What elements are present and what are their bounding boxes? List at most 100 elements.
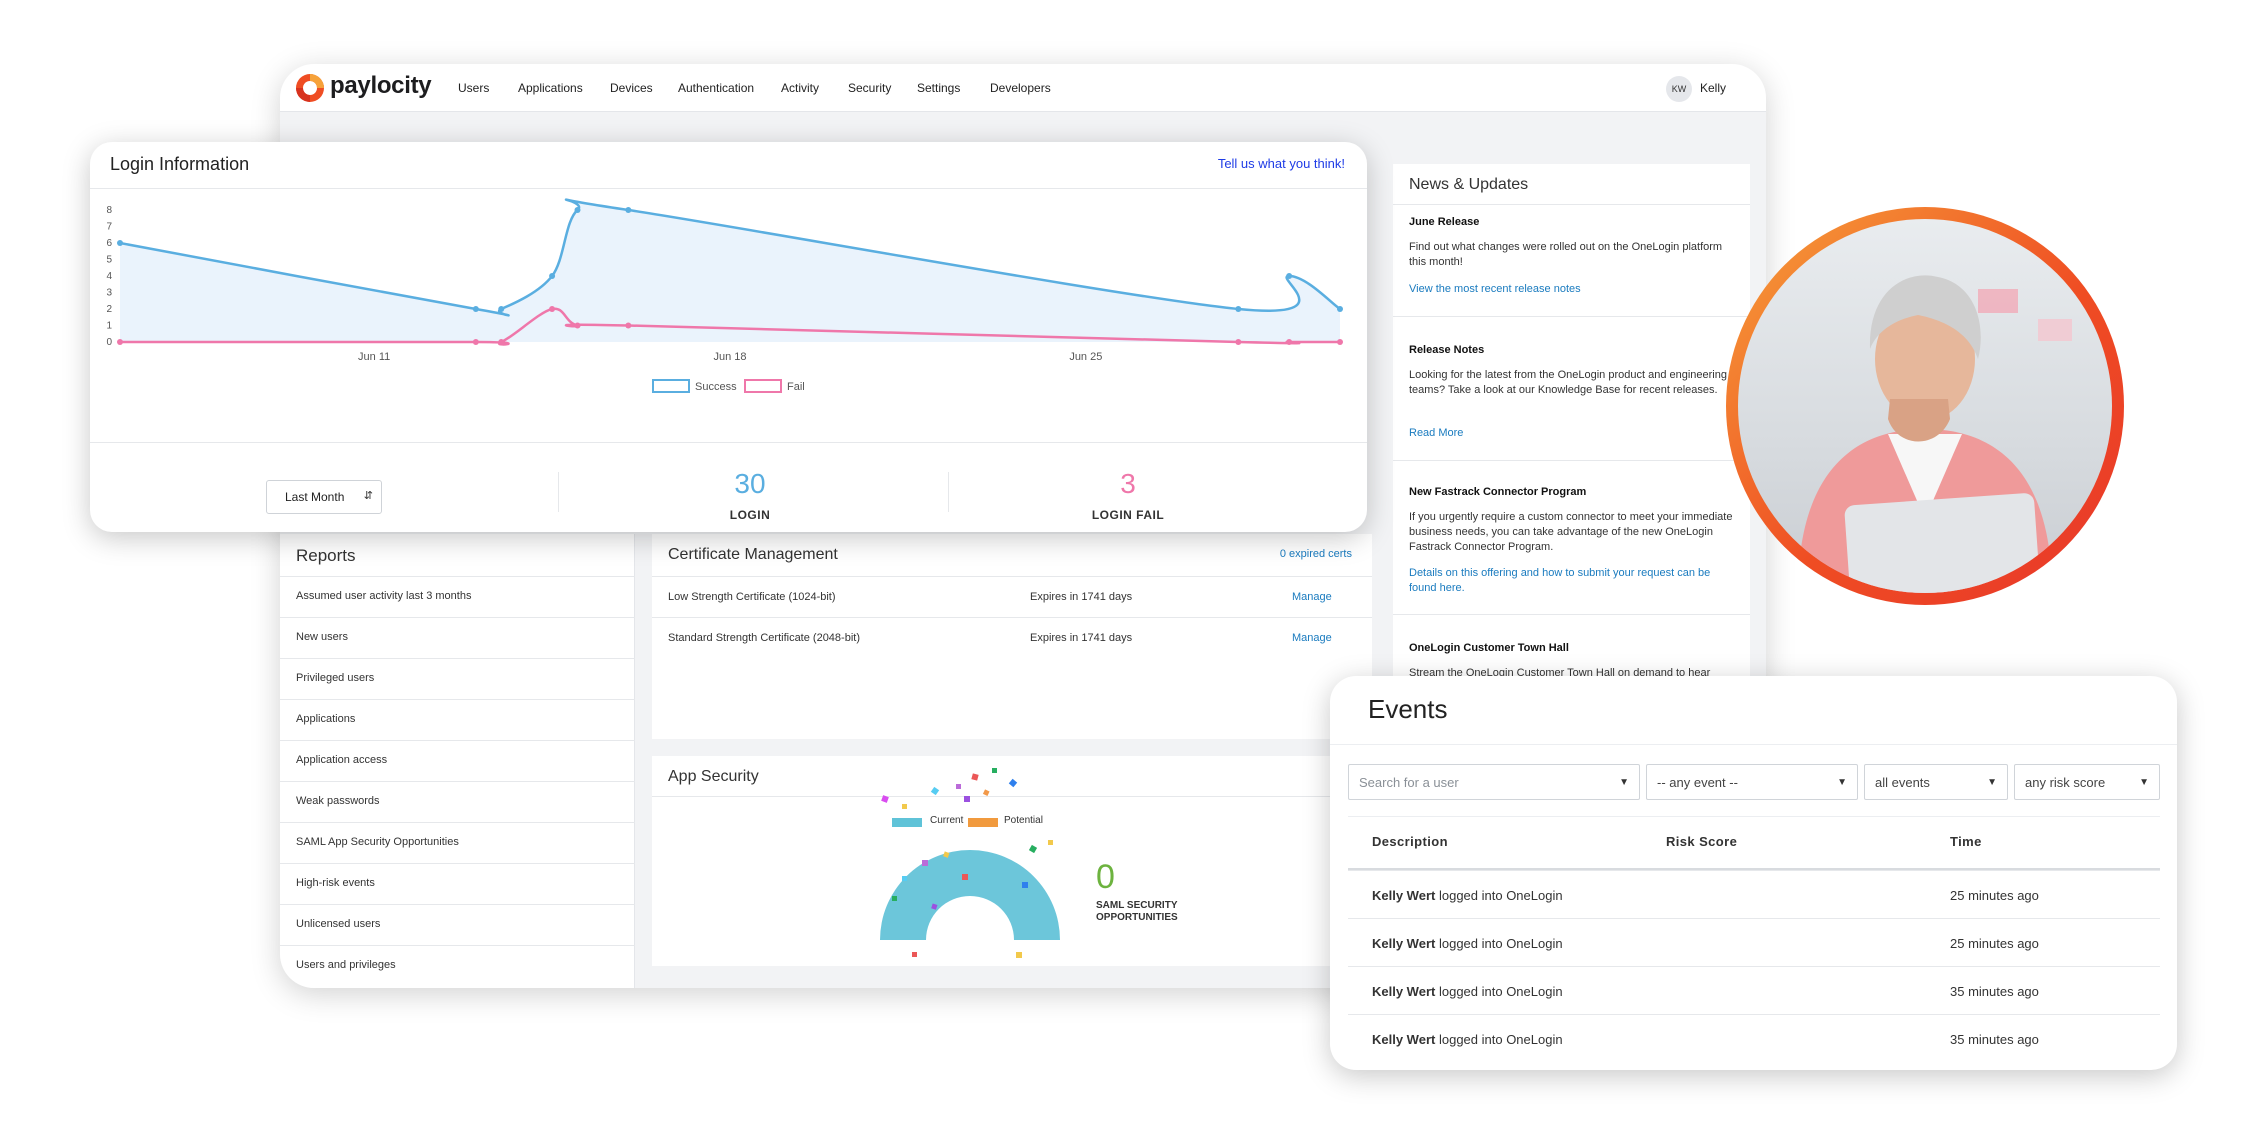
legend-potential-swatch <box>968 818 998 827</box>
card-divider <box>90 442 1367 443</box>
event-type-value: -- any event -- <box>1657 775 1738 790</box>
login-info-title: Login Information <box>110 154 250 174</box>
report-item[interactable]: New users <box>280 617 635 658</box>
woman-with-laptop-image <box>1738 219 2112 593</box>
news-panel: News & Updates June Release Find out wha… <box>1393 164 1750 764</box>
table-top-border <box>1348 816 2160 817</box>
fail-point <box>1337 339 1343 345</box>
news-divider <box>1393 204 1750 205</box>
report-item[interactable]: Users and privileges <box>280 945 635 986</box>
report-item[interactable]: Assumed user activity last 3 months <box>280 576 635 617</box>
legend-swatch <box>744 379 782 393</box>
date-range-select[interactable]: Last Month ⇵ <box>266 480 382 514</box>
y-tick-label: 2 <box>106 304 112 315</box>
column-risk-score[interactable]: Risk Score <box>1666 834 1738 849</box>
success-point <box>1235 306 1242 312</box>
top-navigation: paylocity Users Applications Devices Aut… <box>280 64 1766 112</box>
feedback-link[interactable]: Tell us what you think! <box>1217 156 1345 171</box>
chevron-down-icon: ▼ <box>2139 777 2149 788</box>
chevron-down-icon: ▼ <box>1837 777 1847 788</box>
fail-point <box>498 339 505 345</box>
report-item[interactable]: High-risk events <box>280 863 635 904</box>
event-type-select[interactable]: -- any event -- ▼ <box>1646 764 1858 800</box>
risk-score-select[interactable]: any risk score ▼ <box>2014 764 2160 800</box>
date-range-value: Last Month <box>285 490 345 504</box>
event-time: 25 minutes ago <box>1950 888 2039 903</box>
column-time[interactable]: Time <box>1950 834 1982 849</box>
nav-users[interactable]: Users <box>458 81 490 95</box>
table-row[interactable]: Kelly Wert logged into OneLogin 35 minut… <box>1348 966 2160 1014</box>
success-point <box>625 207 632 213</box>
fail-point <box>574 322 581 329</box>
nav-developers[interactable]: Developers <box>990 81 1051 95</box>
table-row[interactable]: Kelly Wert logged into OneLogin 25 minut… <box>1348 870 2160 918</box>
legend-current-swatch <box>892 818 922 827</box>
paylocity-logo-icon[interactable] <box>294 72 326 104</box>
legend-swatch <box>652 379 690 393</box>
card-divider <box>1330 744 2177 745</box>
success-point <box>498 306 505 312</box>
user-menu[interactable]: Kelly <box>1700 81 1727 95</box>
nav-devices[interactable]: Devices <box>610 81 653 95</box>
x-tick-label: Jun 18 <box>713 351 746 363</box>
event-action: logged into OneLogin <box>1438 936 1563 951</box>
y-tick-label: 4 <box>106 271 112 282</box>
y-tick-label: 7 <box>106 222 112 233</box>
report-item[interactable]: SAML App Security Opportunities <box>280 822 635 863</box>
chevron-down-icon: ▼ <box>1987 777 1997 788</box>
table-row[interactable]: Kelly Wert logged into OneLogin 25 minut… <box>1348 918 2160 966</box>
user-search-input[interactable]: Search for a user ▼ <box>1348 764 1640 800</box>
news-item-link[interactable]: Read More <box>1409 427 1464 439</box>
chevron-down-icon: ▼ <box>1619 777 1629 788</box>
divider <box>652 796 1372 797</box>
nav-applications[interactable]: Applications <box>518 81 583 95</box>
x-tick-label: Jun 11 <box>358 351 390 363</box>
confetti-decoration <box>881 768 1053 958</box>
user-photo <box>1726 207 2124 605</box>
report-item[interactable]: Unlicensed users <box>280 904 635 945</box>
y-tick-label: 6 <box>106 238 112 249</box>
event-user: Kelly Wert <box>1372 888 1436 903</box>
nav-security[interactable]: Security <box>848 81 892 95</box>
news-item-link[interactable]: View the most recent release notes <box>1409 283 1581 295</box>
column-description[interactable]: Description <box>1372 834 1448 849</box>
report-item[interactable]: Application access <box>280 740 635 781</box>
table-row[interactable]: Kelly Wert logged into OneLogin 35 minut… <box>1348 1014 2160 1062</box>
report-item[interactable]: Privileged users <box>280 658 635 699</box>
event-scope-select[interactable]: all events ▼ <box>1864 764 2008 800</box>
saml-count: 0 <box>1096 858 1115 896</box>
y-tick-label: 8 <box>106 205 112 216</box>
saml-label-line-1: SAML SECURITY <box>1096 900 1178 911</box>
fail-point <box>1235 339 1242 345</box>
event-user: Kelly Wert <box>1372 984 1436 999</box>
manage-link[interactable]: Manage <box>1292 591 1332 603</box>
y-tick-label: 0 <box>106 337 112 348</box>
news-divider <box>1393 316 1750 317</box>
news-item-link[interactable]: Details on this offering and how to subm… <box>1409 567 1711 594</box>
person-illustration <box>1798 275 2072 593</box>
nav-authentication[interactable]: Authentication <box>678 81 755 95</box>
expired-certs-link[interactable]: 0 expired certs <box>1279 548 1352 560</box>
x-tick-label: Jun 25 <box>1069 351 1102 363</box>
report-item[interactable]: Weak passwords <box>280 781 635 822</box>
search-placeholder: Search for a user <box>1359 775 1459 790</box>
legend-label: Fail <box>787 381 805 393</box>
table-row: Low Strength Certificate (1024-bit) Expi… <box>652 576 1372 617</box>
news-title: News & Updates <box>1409 176 1529 193</box>
nav-settings[interactable]: Settings <box>917 81 961 95</box>
risk-score-value: any risk score <box>2025 775 2106 790</box>
avatar[interactable]: KW <box>1666 76 1692 102</box>
legend-potential-label: Potential <box>1004 815 1043 826</box>
certificate-title: Certificate Management <box>668 546 838 563</box>
event-description: Kelly Wert logged into OneLogin <box>1372 888 1563 903</box>
success-area <box>120 199 1340 342</box>
news-item-body: Find out what changes were rolled out on… <box>1409 241 1723 268</box>
table-header-border <box>1348 868 2160 870</box>
success-point <box>1286 273 1293 279</box>
manage-link[interactable]: Manage <box>1292 632 1332 644</box>
event-time: 35 minutes ago <box>1950 984 2039 999</box>
nav-activity[interactable]: Activity <box>781 81 820 95</box>
security-gauge <box>880 850 1060 940</box>
fail-point <box>472 339 479 345</box>
report-item[interactable]: Applications <box>280 699 635 740</box>
